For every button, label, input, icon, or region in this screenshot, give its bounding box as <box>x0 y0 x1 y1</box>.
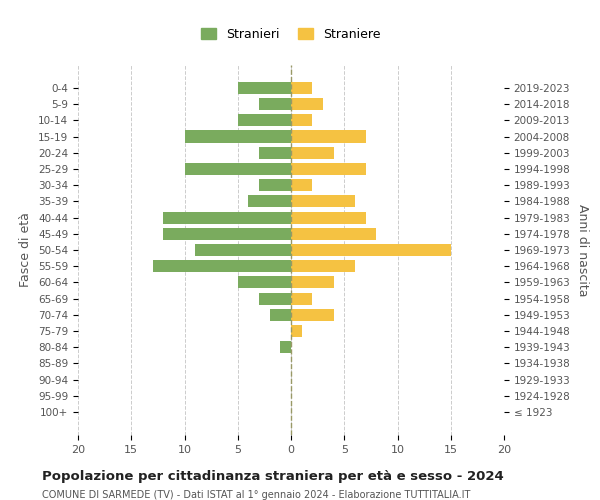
Bar <box>291 309 334 321</box>
Bar <box>291 163 365 175</box>
Bar <box>291 130 365 142</box>
Bar <box>248 196 291 207</box>
Bar <box>291 228 376 240</box>
Bar <box>291 325 302 337</box>
Bar <box>259 98 291 110</box>
Bar <box>185 163 291 175</box>
Text: COMUNE DI SARMEDE (TV) - Dati ISTAT al 1° gennaio 2024 - Elaborazione TUTTITALIA: COMUNE DI SARMEDE (TV) - Dati ISTAT al 1… <box>42 490 470 500</box>
Bar <box>195 244 291 256</box>
Bar <box>291 196 355 207</box>
Bar <box>238 82 291 94</box>
Bar <box>291 146 334 159</box>
Text: Popolazione per cittadinanza straniera per età e sesso - 2024: Popolazione per cittadinanza straniera p… <box>42 470 504 483</box>
Bar <box>291 292 313 304</box>
Bar <box>259 292 291 304</box>
Bar <box>291 114 313 126</box>
Bar <box>291 82 313 94</box>
Bar <box>259 179 291 191</box>
Bar <box>291 212 365 224</box>
Bar <box>163 228 291 240</box>
Bar <box>238 276 291 288</box>
Bar <box>291 276 334 288</box>
Bar <box>259 146 291 159</box>
Bar <box>238 114 291 126</box>
Y-axis label: Anni di nascita: Anni di nascita <box>576 204 589 296</box>
Bar <box>163 212 291 224</box>
Bar <box>270 309 291 321</box>
Bar <box>291 260 355 272</box>
Bar <box>291 98 323 110</box>
Legend: Stranieri, Straniere: Stranieri, Straniere <box>196 23 386 46</box>
Bar <box>152 260 291 272</box>
Bar <box>280 341 291 353</box>
Bar <box>291 244 451 256</box>
Y-axis label: Fasce di età: Fasce di età <box>19 212 32 288</box>
Bar <box>185 130 291 142</box>
Bar <box>291 179 313 191</box>
